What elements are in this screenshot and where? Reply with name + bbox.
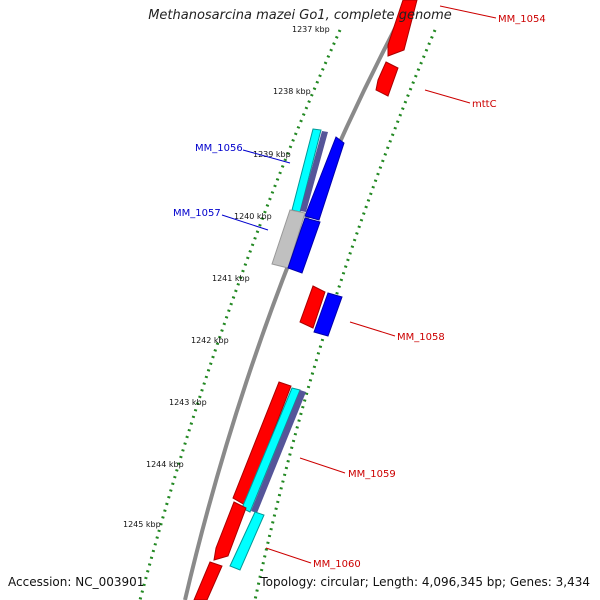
gene-label-mm1059[interactable]: MM_1059 — [348, 469, 396, 480]
ruler-label-1237: 1237 kbp — [292, 25, 330, 34]
accession-text: Accession: NC_003901 — [8, 575, 145, 589]
ruler-label-1239: 1239 kbp — [253, 150, 291, 159]
feature-track — [193, 0, 418, 600]
ruler-label-1243: 1243 kbp — [169, 398, 207, 407]
gene-feature-blue-1[interactable] — [304, 136, 345, 221]
leader-mm1060 — [265, 547, 312, 564]
inner-ruler-arc — [138, 29, 342, 600]
topology-text: Topology: circular; Length: 4,096,345 bp… — [260, 575, 590, 589]
ruler-label-1241: 1241 kbp — [212, 274, 250, 283]
gene-labels: MM_1054 mttC MM_1056 MM_1057 MM_1058 MM_… — [173, 14, 546, 570]
gene-feature-red-1058[interactable] — [299, 285, 326, 329]
label-leaders — [221, 5, 497, 564]
leader-mttc — [424, 89, 471, 104]
gene-label-mm1054[interactable]: MM_1054 — [498, 14, 546, 25]
ruler-label-1245: 1245 kbp — [123, 520, 161, 529]
leader-mm1056 — [242, 149, 291, 164]
gene-feature-mm1054[interactable] — [387, 0, 418, 57]
gene-feature-mm1057[interactable] — [287, 217, 321, 274]
gene-label-mm1056[interactable]: MM_1056 — [195, 143, 243, 154]
ruler-label-1244: 1244 kbp — [146, 460, 184, 469]
leader-mm1059 — [299, 457, 346, 474]
ruler-track — [138, 29, 437, 600]
cds-feature-mm1059-rev[interactable] — [251, 390, 306, 513]
gene-feature-mm1060[interactable] — [193, 561, 223, 600]
outer-ruler-arc — [253, 29, 437, 600]
ruler-label-1240: 1240 kbp — [234, 212, 272, 221]
genome-backbone — [183, 0, 412, 600]
gene-label-mm1057[interactable]: MM_1057 — [173, 208, 221, 219]
gene-feature-mttc[interactable] — [375, 61, 399, 97]
gene-label-mm1060[interactable]: MM_1060 — [313, 559, 361, 570]
ruler-label-1242: 1242 kbp — [191, 336, 229, 345]
gene-feature-mm1058[interactable] — [313, 292, 343, 337]
leader-mm1058 — [349, 321, 396, 337]
gene-label-mm1058[interactable]: MM_1058 — [397, 332, 445, 343]
leader-mm1054 — [439, 5, 497, 19]
map-title: Methanosarcina mazei Go1, complete genom… — [148, 8, 452, 23]
cds-feature-mm1059[interactable] — [241, 387, 301, 513]
ruler-labels: 1237 kbp 1238 kbp 1239 kbp 1240 kbp 1241… — [123, 25, 330, 529]
ruler-label-1238: 1238 kbp — [273, 87, 311, 96]
gene-feature-red-1060a[interactable] — [213, 501, 247, 561]
leader-mm1057 — [221, 214, 269, 231]
gene-label-mttc[interactable]: mttC — [472, 99, 497, 110]
cds-feature-mm1060[interactable] — [229, 511, 265, 571]
cds-feature-mm1056-rev[interactable] — [300, 131, 328, 212]
